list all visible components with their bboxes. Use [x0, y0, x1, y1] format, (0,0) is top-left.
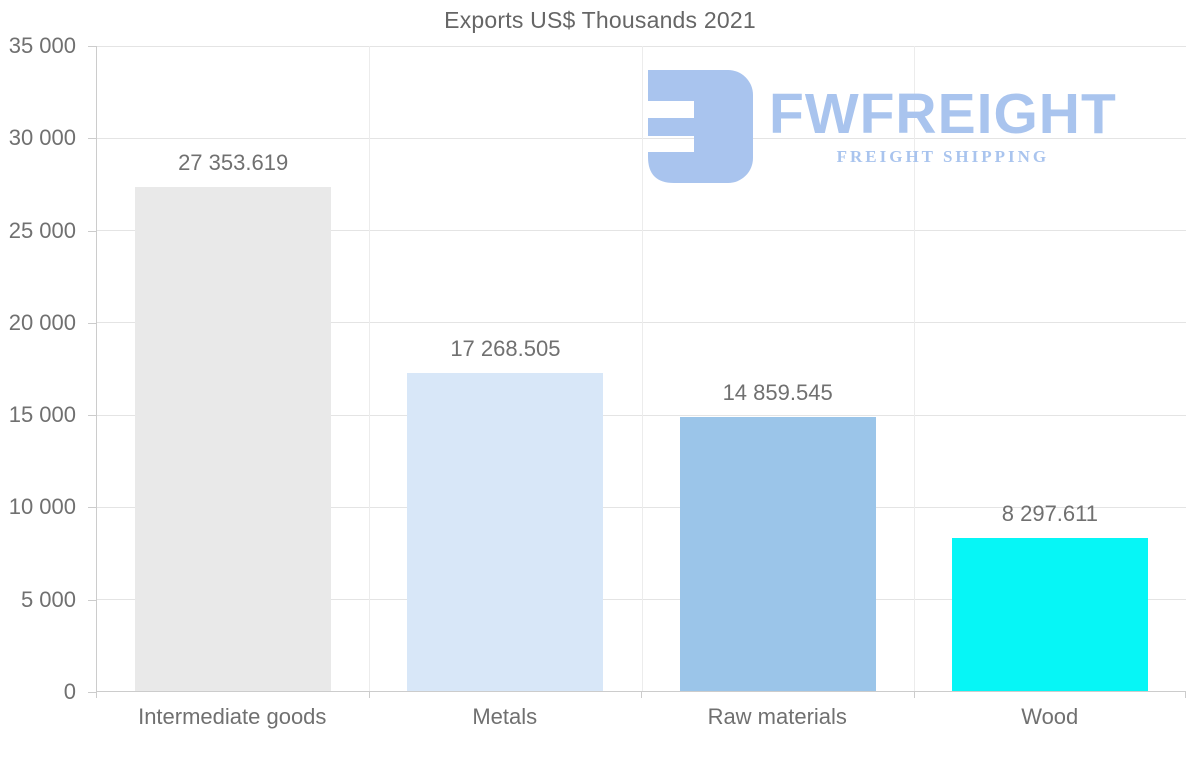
x-category-label: Raw materials — [707, 704, 847, 729]
bar-value-label: 27 353.619 — [178, 149, 289, 175]
bar-value-label: 14 859.545 — [722, 380, 833, 406]
bar-slot: 17 268.505 — [369, 46, 641, 691]
category-separator-line — [641, 46, 643, 691]
bar-raw-materials[interactable] — [679, 417, 876, 691]
y-tick-mark — [88, 46, 96, 47]
x-tick-mark — [368, 692, 370, 698]
x-axis-category-labels: Intermediate goods Metals Raw materials Woo… — [96, 704, 1186, 736]
y-tick-mark — [88, 230, 96, 232]
y-tick-mark — [88, 322, 96, 324]
y-tick-label: 35 000 — [8, 33, 76, 58]
x-category-label: Wood — [1021, 704, 1079, 729]
bar-metals[interactable] — [407, 372, 604, 691]
x-category-label: Metals — [472, 704, 538, 729]
bars-container: 27 353.619 17 268.505 14 859.545 8 297.611 — [97, 46, 1186, 691]
bar-value-label: 17 268.505 — [450, 335, 561, 361]
y-tick-label: 10 000 — [8, 494, 76, 520]
y-tick-label: 25 000 — [8, 217, 76, 243]
x-tick-mark — [1185, 692, 1186, 698]
y-tick-mark — [88, 507, 96, 509]
bar-slot: 27 353.619 — [97, 46, 369, 691]
category-separator-line — [369, 46, 371, 691]
y-tick-label: 20 000 — [8, 309, 76, 335]
y-tick-mark — [88, 138, 96, 140]
y-tick-mark — [88, 692, 96, 693]
x-tick-mark — [96, 692, 97, 698]
y-tick-label: 15 000 — [8, 402, 76, 428]
x-axis-tick-marks — [96, 692, 1186, 698]
plot-area: 27 353.619 17 268.505 14 859.545 8 297.611 — [96, 46, 1186, 692]
y-tick-label: 30 000 — [8, 125, 76, 151]
y-tick-label: 0 — [63, 679, 76, 704]
x-category-label: Intermediate goods — [138, 704, 327, 729]
bar-value-label: 8 297.611 — [1001, 501, 1098, 527]
bar-intermediate-goods[interactable] — [135, 186, 332, 691]
x-tick-mark — [641, 692, 642, 698]
bar-slot: 8 297.611 — [914, 46, 1186, 691]
y-axis-tick-labels: 35 000 30 000 25 000 20 000 15 000 10 000 5 00… — [0, 33, 86, 704]
category-separator-line — [913, 46, 915, 691]
bar-slot: 14 859.545 — [642, 46, 914, 691]
y-axis-tick-marks — [88, 46, 96, 693]
y-tick-label: 5 000 — [20, 586, 76, 612]
x-tick-mark — [913, 692, 915, 698]
y-tick-mark — [88, 415, 96, 417]
bar-wood[interactable] — [951, 538, 1148, 691]
chart-title: Exports US$ Thousands 2021 — [444, 7, 756, 33]
y-tick-mark — [88, 599, 96, 601]
